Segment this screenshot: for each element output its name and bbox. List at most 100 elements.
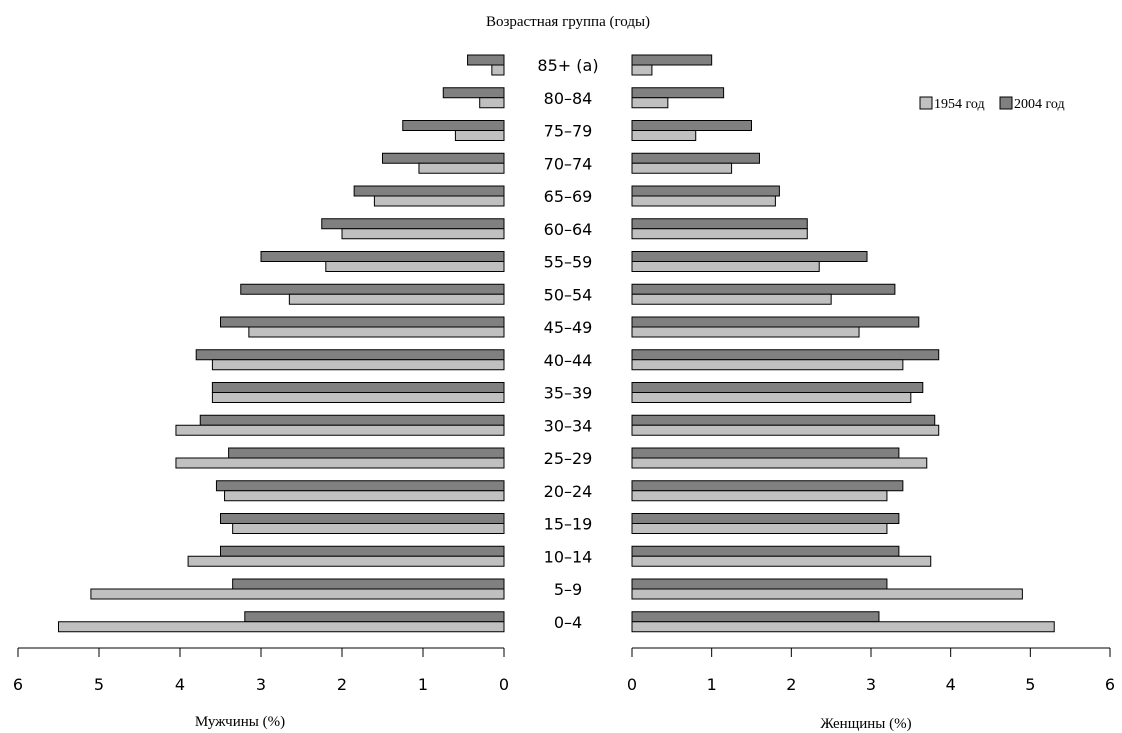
male-tick-label: 5	[94, 675, 104, 694]
bar-male-1954-70-74	[418, 162, 505, 174]
legend: 1954 год 2004 год	[919, 96, 1065, 112]
bar-female-2004-50-54	[631, 283, 896, 295]
age-label: 35–39	[544, 384, 593, 403]
bar-male-2004-80-84	[442, 87, 505, 99]
bar-female-2004-25-29	[631, 447, 900, 459]
bar-male-1954-75-79	[454, 130, 505, 141]
bar-male-1954-65-69	[373, 195, 505, 207]
bar-female-2004-70-74	[631, 152, 760, 164]
male-tick-label: 1	[418, 675, 428, 694]
bar-female-1954-55-59	[631, 261, 820, 272]
bar-female-1954-80-84	[631, 97, 669, 109]
bar-male-2004-75-79	[402, 120, 505, 131]
bar-male-1954-15-19	[232, 523, 505, 534]
bar-male-1954-25-29	[175, 457, 505, 469]
bar-female-2004-65-69	[631, 185, 780, 197]
female-tick-label: 1	[707, 675, 717, 694]
bar-female-2004-45-49	[631, 316, 920, 328]
legend-label-1954: 1954 год	[934, 97, 985, 112]
bar-male-2004-25-29	[228, 447, 505, 459]
legend-label-2004: 2004 год	[1014, 97, 1065, 112]
age-label: 70–74	[544, 154, 593, 173]
bar-female-1954-15-19	[631, 523, 888, 534]
bar-male-2004-15-19	[220, 513, 505, 524]
male-tick-label: 0	[499, 675, 509, 694]
bar-male-2004-85+-	[467, 54, 505, 66]
female-tick-label: 3	[866, 675, 876, 694]
female-tick-label: 2	[786, 675, 796, 694]
female-bars	[631, 54, 1055, 633]
bar-male-1954-45-49	[248, 326, 505, 338]
age-label: 0–4	[554, 613, 582, 632]
bar-male-1954-20-24	[224, 490, 505, 502]
age-label: 65–69	[544, 187, 593, 206]
legend-swatch-1954	[919, 96, 933, 110]
male-axis: 6 5 4 3 2 1 0	[13, 647, 509, 694]
age-label: 15–19	[544, 515, 593, 534]
age-label: 85+ (a)	[537, 56, 598, 75]
bar-male-2004-0-4	[244, 611, 505, 623]
bar-male-2004-20-24	[215, 480, 505, 492]
bar-male-2004-50-54	[240, 283, 505, 295]
bar-male-1954-30-34	[175, 424, 505, 436]
female-axis-label: Женщины (%)	[820, 716, 911, 732]
bar-male-1954-55-59	[325, 261, 505, 272]
bar-female-1954-65-69	[631, 195, 776, 207]
female-tick-label: 0	[627, 675, 637, 694]
bar-female-2004-80-84	[631, 87, 725, 99]
bar-male-1954-60-64	[341, 228, 505, 240]
bar-female-1954-85+-	[631, 64, 653, 76]
bar-female-2004-60-64	[631, 218, 808, 230]
bar-female-2004-35-39	[631, 382, 924, 393]
age-label: 40–44	[544, 351, 593, 370]
female-tick-label: 4	[946, 675, 956, 694]
age-label: 30–34	[544, 416, 593, 435]
bar-male-2004-35-39	[211, 382, 505, 393]
age-label: 20–24	[544, 482, 593, 501]
age-label: 80–84	[544, 89, 593, 108]
bar-male-2004-40-44	[195, 349, 505, 361]
bar-female-1954-50-54	[631, 293, 832, 305]
bar-male-1954-10-14	[187, 555, 505, 567]
bar-female-1954-40-44	[631, 359, 904, 371]
chart-title: Возрастная группа (годы)	[486, 14, 650, 30]
bar-male-2004-45-49	[220, 316, 505, 328]
bar-female-2004-30-34	[631, 414, 936, 426]
bar-female-1954-20-24	[631, 490, 888, 502]
age-label: 75–79	[544, 122, 593, 141]
bar-male-2004-5-9	[232, 578, 505, 590]
age-label: 5–9	[554, 580, 582, 599]
male-tick-label: 6	[13, 675, 23, 694]
bar-female-1954-5-9	[631, 588, 1023, 600]
bar-male-2004-30-34	[199, 414, 505, 426]
bar-male-2004-70-74	[382, 152, 505, 164]
bar-female-2004-15-19	[631, 513, 900, 524]
bar-female-1954-25-29	[631, 457, 928, 469]
bar-male-1954-50-54	[288, 293, 505, 305]
bar-male-1954-35-39	[211, 392, 505, 403]
bar-female-1954-70-74	[631, 162, 733, 174]
bar-female-1954-0-4	[631, 621, 1055, 633]
age-label: 10–14	[544, 547, 593, 566]
age-labels: 85+ (a) 80–84 75–79 70–74 65–69 60–64 55–59 50–…	[537, 56, 598, 632]
bar-male-1954-40-44	[211, 359, 505, 371]
bar-female-1954-35-39	[631, 392, 912, 403]
bar-female-2004-85+-	[631, 54, 713, 66]
bar-male-2004-55-59	[260, 251, 505, 262]
legend-swatch-2004	[999, 96, 1013, 110]
age-label: 55–59	[544, 253, 593, 272]
bar-male-1954-5-9	[90, 588, 505, 600]
male-tick-label: 2	[337, 675, 347, 694]
bar-female-1954-10-14	[631, 555, 932, 567]
male-axis-label: Мужчины (%)	[195, 714, 285, 730]
bar-female-2004-40-44	[631, 349, 940, 361]
bar-female-2004-55-59	[631, 251, 868, 262]
bar-female-2004-0-4	[631, 611, 880, 623]
bar-female-1954-30-34	[631, 424, 940, 436]
bar-male-1954-80-84	[479, 97, 505, 109]
age-label: 25–29	[544, 449, 593, 468]
female-tick-label: 6	[1105, 675, 1115, 694]
bar-female-2004-75-79	[631, 120, 752, 131]
age-label: 45–49	[544, 318, 593, 337]
